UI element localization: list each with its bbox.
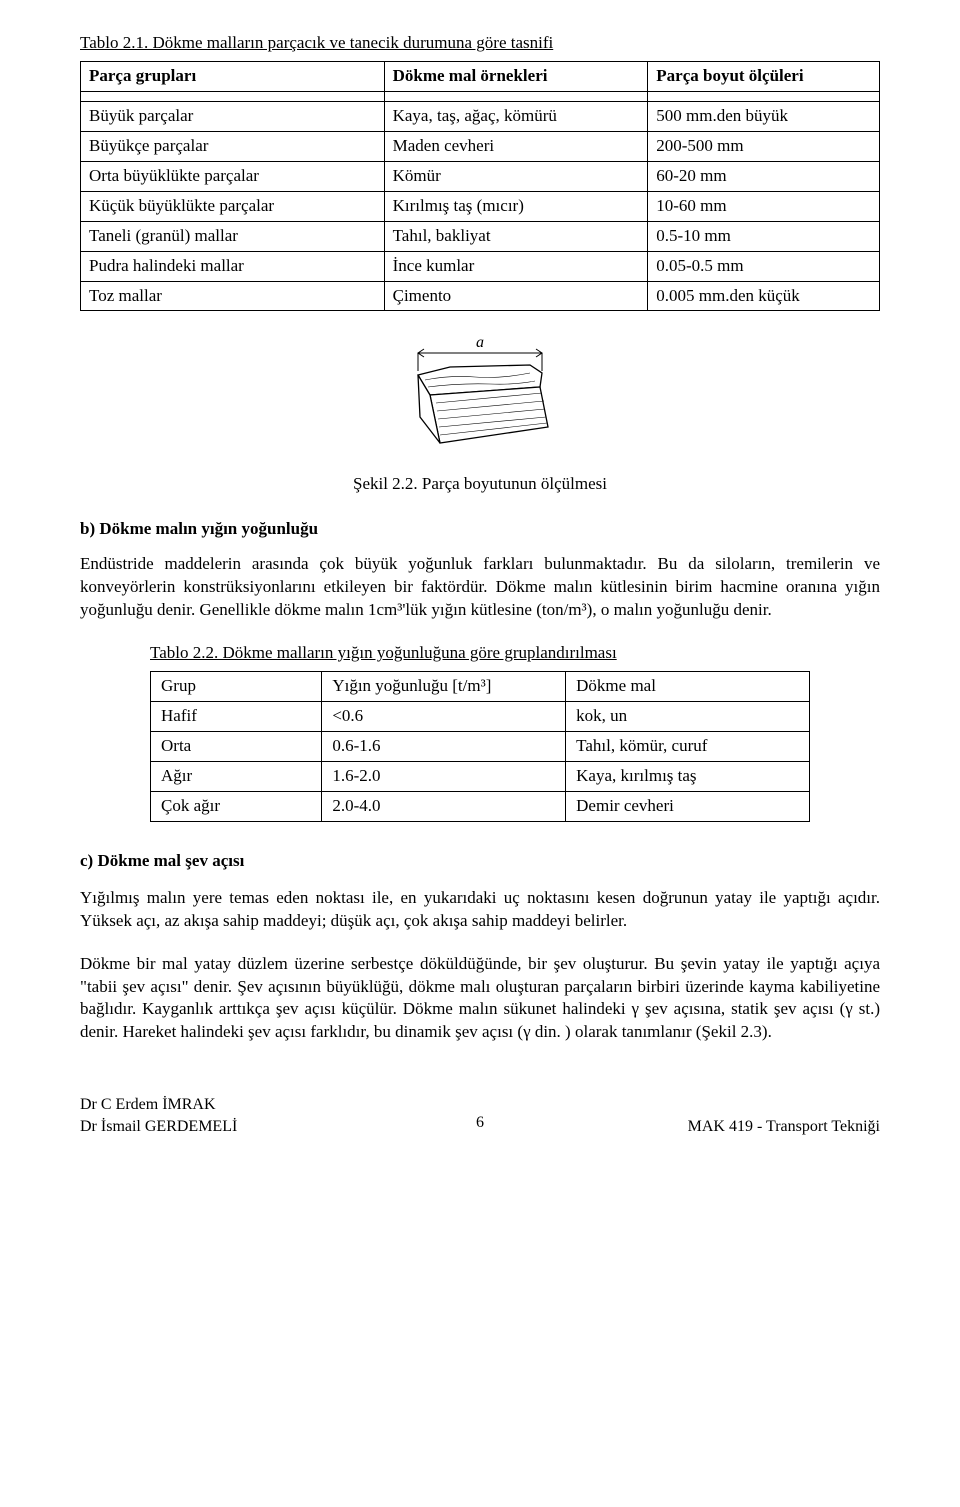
- table-row: Ağır 1.6-2.0 Kaya, kırılmış taş: [151, 761, 810, 791]
- cell: Kömür: [384, 161, 648, 191]
- figure-letter: a: [476, 335, 484, 351]
- cell: Tahıl, kömür, curuf: [566, 731, 810, 761]
- cell: Maden cevheri: [384, 131, 648, 161]
- cell: Hafif: [151, 702, 322, 732]
- cell: Büyük parçalar: [81, 101, 385, 131]
- cell: Küçük büyüklükte parçalar: [81, 191, 385, 221]
- table-row: Orta büyüklükte parçalar Kömür 60-20 mm: [81, 161, 880, 191]
- figure-2-2-caption: Şekil 2.2. Parça boyutunun ölçülmesi: [80, 473, 880, 496]
- cell: Pudra halindeki mallar: [81, 251, 385, 281]
- cell: 0.005 mm.den küçük: [648, 281, 880, 311]
- cell: 0.5-10 mm: [648, 221, 880, 251]
- table1: Parça grupları Dökme mal örnekleri Parça…: [80, 61, 880, 312]
- table1-h1: Dökme mal örnekleri: [384, 61, 648, 91]
- cell: Tahıl, bakliyat: [384, 221, 648, 251]
- footer-page-number: 6: [80, 1112, 880, 1134]
- cell: Orta: [151, 731, 322, 761]
- cell: İnce kumlar: [384, 251, 648, 281]
- cell: Orta büyüklükte parçalar: [81, 161, 385, 191]
- table-row: Küçük büyüklükte parçalar Kırılmış taş (…: [81, 191, 880, 221]
- table-row: Toz mallar Çimento 0.005 mm.den küçük: [81, 281, 880, 311]
- cell: Kırılmış taş (mıcır): [384, 191, 648, 221]
- table1-caption-text: Tablo 2.1. Dökme malların parçacık ve ta…: [80, 33, 553, 52]
- table-row: Taneli (granül) mallar Tahıl, bakliyat 0…: [81, 221, 880, 251]
- table1-caption: Tablo 2.1. Dökme malların parçacık ve ta…: [80, 32, 880, 55]
- cell: Çimento: [384, 281, 648, 311]
- table2-h2: Dökme mal: [566, 672, 810, 702]
- section-c-heading: c) Dökme mal şev açısı: [80, 850, 880, 873]
- cell: 10-60 mm: [648, 191, 880, 221]
- cell: 0.05-0.5 mm: [648, 251, 880, 281]
- cell: 2.0-4.0: [322, 791, 566, 821]
- cell: Kaya, kırılmış taş: [566, 761, 810, 791]
- section-b-paragraph: Endüstride maddelerin arasında çok büyük…: [80, 553, 880, 622]
- cell: Demir cevheri: [566, 791, 810, 821]
- cell: 200-500 mm: [648, 131, 880, 161]
- figure-2-2: a Şekil 2.2. Parça boyutunun ölçülmesi: [80, 335, 880, 496]
- table-row: Büyük parçalar Kaya, taş, ağaç, kömürü 5…: [81, 101, 880, 131]
- table1-h2: Parça boyut ölçüleri: [648, 61, 880, 91]
- cell: Çok ağır: [151, 791, 322, 821]
- table2-caption-text: Tablo 2.2. Dökme malların yığın yoğunluğ…: [150, 643, 617, 662]
- table1-spacer: [81, 91, 880, 101]
- cell: kok, un: [566, 702, 810, 732]
- particle-size-figure-icon: a: [380, 335, 580, 465]
- table1-header-row: Parça grupları Dökme mal örnekleri Parça…: [81, 61, 880, 91]
- cell: 0.6-1.6: [322, 731, 566, 761]
- table-row: Pudra halindeki mallar İnce kumlar 0.05-…: [81, 251, 880, 281]
- page-footer: Dr C Erdem İMRAK Dr İsmail GERDEMELİ 6 M…: [80, 1094, 880, 1137]
- cell: Toz mallar: [81, 281, 385, 311]
- table2-caption: Tablo 2.2. Dökme malların yığın yoğunluğ…: [150, 642, 810, 665]
- table2: Grup Yığın yoğunluğu [t/m³] Dökme mal Ha…: [150, 671, 810, 822]
- cell: Taneli (granül) mallar: [81, 221, 385, 251]
- table-row: Hafif <0.6 kok, un: [151, 702, 810, 732]
- table1-h0: Parça grupları: [81, 61, 385, 91]
- section-b-heading: b) Dökme malın yığın yoğunluğu: [80, 518, 880, 541]
- table2-header-row: Grup Yığın yoğunluğu [t/m³] Dökme mal: [151, 672, 810, 702]
- cell: 500 mm.den büyük: [648, 101, 880, 131]
- table2-h0: Grup: [151, 672, 322, 702]
- cell: <0.6: [322, 702, 566, 732]
- table-row: Orta 0.6-1.6 Tahıl, kömür, curuf: [151, 731, 810, 761]
- section-c-para2: Dökme bir mal yatay düzlem üzerine serbe…: [80, 953, 880, 1045]
- cell: Büyükçe parçalar: [81, 131, 385, 161]
- cell: 60-20 mm: [648, 161, 880, 191]
- table-row: Büyükçe parçalar Maden cevheri 200-500 m…: [81, 131, 880, 161]
- section-c-para1: Yığılmış malın yere temas eden noktası i…: [80, 887, 880, 933]
- table2-h1: Yığın yoğunluğu [t/m³]: [322, 672, 566, 702]
- cell: 1.6-2.0: [322, 761, 566, 791]
- cell: Kaya, taş, ağaç, kömürü: [384, 101, 648, 131]
- table-row: Çok ağır 2.0-4.0 Demir cevheri: [151, 791, 810, 821]
- cell: Ağır: [151, 761, 322, 791]
